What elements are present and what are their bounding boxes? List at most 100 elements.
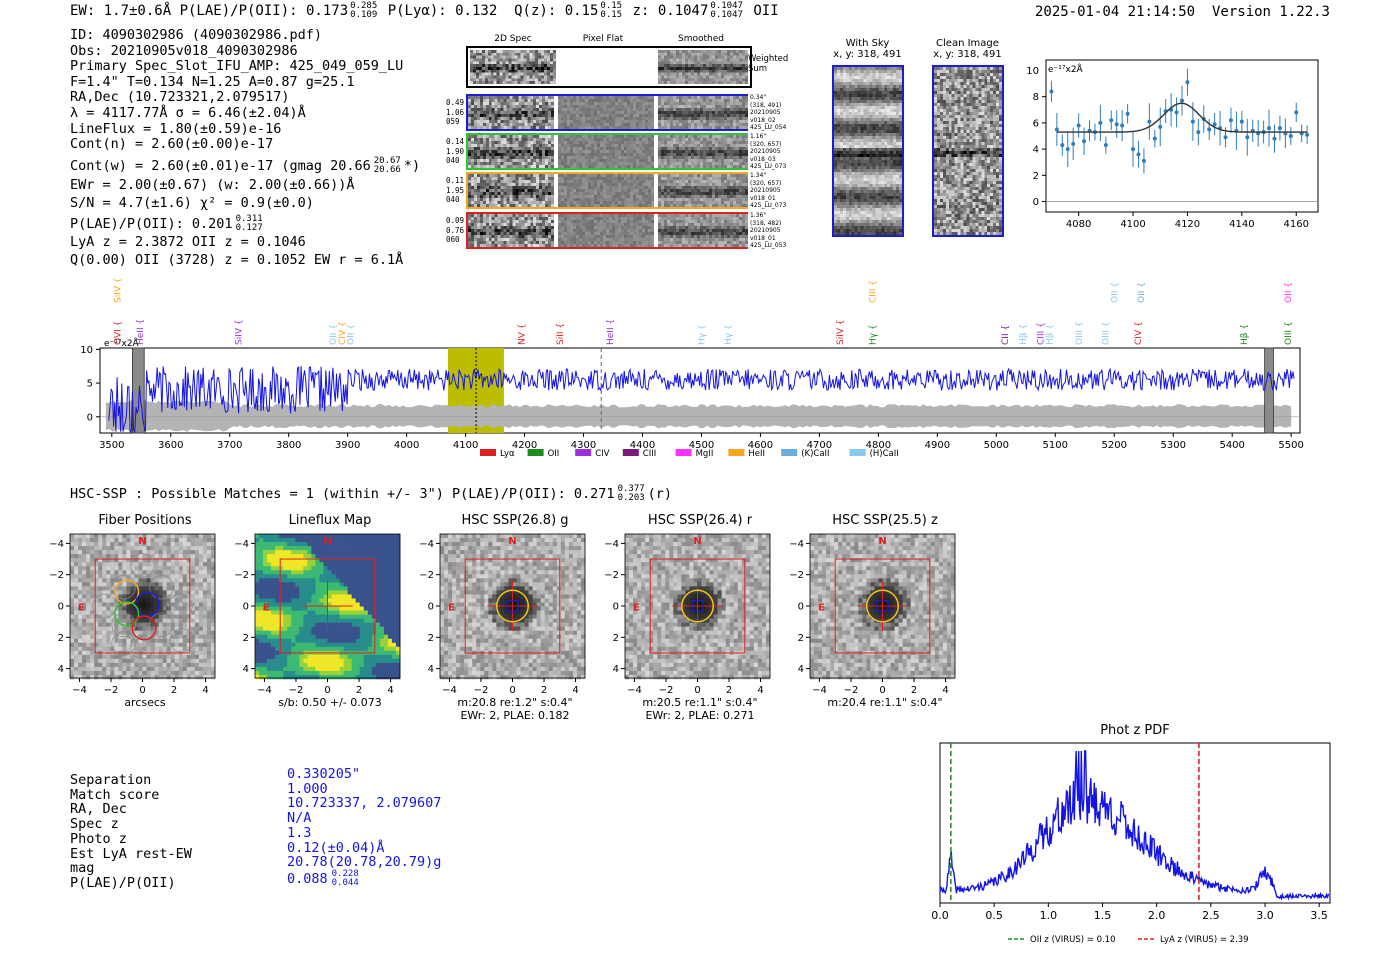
fit-data-point [1147,119,1152,124]
hsc-xtick-label: 0 [509,685,515,696]
spec2d-row-stat: 040 [446,156,460,165]
header-z-sup: 0.1047 [710,1,743,11]
header-summary: EW: 1.7±0.6Å P(LAE)/P(OII): 0.173 0.285 0.… [70,2,779,20]
spec2d-sum-smoothed [658,50,748,84]
fit-data-point [1049,89,1054,94]
fit-data-point [1098,120,1103,125]
hsc-ytick-label: 2 [428,633,434,644]
spec2d-header-raw: 2D Spec [494,34,532,44]
spectrum-line-label: CII { [1001,325,1011,345]
header-plae-sup: 0.285 [350,1,378,11]
hsc-xtick-label: 2 [726,685,732,696]
spec2d-row-stats: 0.11 1.95 040 [446,176,466,205]
fit-data-point [1076,123,1081,128]
spectrum-line-label: OII { [329,324,339,345]
spectrum-legend-label: (H)CaII [870,449,899,459]
spectrum-line-label-top: OII { [1137,282,1147,303]
fit-data-point [1158,124,1163,129]
spectrum-line-label: OII { [347,324,357,345]
spectrum-line-label: HeII { [136,319,146,345]
fiber-circle-highlighted [114,579,140,605]
spec2d-fiber-row [466,94,748,131]
spectrum-unit-label: e⁻¹⁷x2Å [104,337,140,349]
spectrum-legend-label: OII [548,449,560,459]
spec2d-panel: 2D Spec Pixel Flat Smoothed Weighted Sum… [440,32,800,262]
spec2d-row-stats: 0.09 0.76 060 [446,216,466,245]
hsc-ytick-label: −2 [50,570,64,581]
spectrum-xtick-label: 5500 [1278,440,1303,451]
hsc-heading: HSC-SSP : Possible Matches = 1 (within +… [70,485,672,503]
hsc-xtick-label: −4 [257,685,272,696]
spectrum-xtick-label: 4900 [925,440,950,451]
spec2d-row-meta-line: (320, 657) [750,179,782,187]
info-contw-sub: 20.66 [373,164,401,175]
header-plae-sub: 0.109 [350,10,378,20]
fit-ytick-label: 6 [1033,118,1039,129]
hsc-ytick-label: −2 [235,570,249,581]
match-val-mag: 20.78(20.78,20.79)g [287,854,442,871]
photz-legend-label: OII z (VIRUS) = 0.10 [1030,935,1116,945]
fiber-circle [130,553,155,578]
hsc-panel-title: HSC SSP(26.4) r [647,513,753,528]
fit-data-point [1267,126,1272,131]
info-contw-end: *) [403,157,421,174]
spec2d-row-meta-line: 0.34" [750,94,767,101]
hsc-ytick-label: 2 [58,633,64,644]
spectrum-legend-label: HeII [748,449,765,459]
hsc-match-box [691,599,704,613]
spec2d-row-stat: 0.11 [446,176,465,185]
photz-xtick-label: 3.5 [1310,909,1328,922]
spectrum-axes-frame [99,347,1301,434]
fit-data-point [1065,147,1070,152]
hsc-panel-title: HSC SSP(26.8) g [461,513,569,528]
spectrum-line-label: SiIV { [235,319,245,345]
info-line-sn: S/N = 4.7(±1.6) χ² = 0.9(±0.0) [70,195,314,212]
hsc-ytick-label: −4 [605,539,619,550]
spectrum-xtick-label: 5200 [1102,440,1127,451]
fit-data-point [1239,119,1244,124]
hsc-ytick-label: 0 [428,602,434,613]
hsc-ytick-label: −4 [420,539,434,550]
fit-ytick-label: 0 [1033,197,1039,208]
match-key-ew: Est LyA rest-EW [70,845,192,862]
fit-ytick-label: 2 [1033,171,1039,182]
hsc-xtick-label: 0 [879,685,885,696]
fit-unit-label: e⁻¹⁷x2Å [1048,63,1084,75]
cutout-clean-coords: x, y: 318, 491 [933,49,1002,60]
match-keys: Separation Match score RA, Dec Spec z Ph… [70,773,192,891]
spec2d-weighted-sum [466,46,752,88]
hsc-xtick-label: 0 [139,685,145,696]
spectrum-line-label: CIV { [338,321,348,345]
spectrum-ytick-label: 10 [80,345,93,356]
hsc-xtick-label: 4 [757,685,763,696]
hsc-ytick-label: 2 [613,633,619,644]
info-line-params: F=1.4" T=0.134 N=1.25 A=0.87 g=25.1 [70,73,355,90]
spec2d-row-stat: 040 [446,195,460,204]
spec2d-row-meta: 1.36" (318, 482) 20210905 v018_01 425_LU_053 [750,212,800,250]
spec2d-row-meta-line: 20210905 [750,148,781,155]
spec2d-weighted-label: Weighted Sum [748,54,789,74]
match-key-specz: Spec z [70,816,119,833]
full-spectrum-chart: SiIV {CIII {OII {OII {OII {OVI {HeII {Si… [80,277,1304,459]
spec2d-row-stat: 1.90 [446,146,465,156]
fit-data-point [1277,126,1282,131]
spectrum-line-label: Hβ { [1045,324,1055,345]
match-val-separation: 0.330205" [287,766,361,782]
spectrum-xtick-label: 3600 [158,440,183,451]
fit-data-point [1272,136,1277,141]
hsc-panel-title: Lineflux Map [288,513,372,528]
spec2d-row-meta-line: (318, 491) [750,101,782,109]
spectrum-line-label: Hβ { [1240,324,1250,345]
fit-data-point [1071,141,1076,146]
hsc-ytick-label: −4 [790,539,804,550]
hsc-ytick-label: 0 [58,602,64,613]
cutout-clean-title-text: Clean Image [936,38,999,49]
hsc-ytick-label: 0 [613,602,619,613]
photz-legend-label: LyA z (VIRUS) = 2.39 [1160,935,1249,945]
spec2d-row-meta-line: 20210905 [750,227,781,234]
spec2d-row-meta: 0.34" (318, 491) 20210905 v018_02 425_LU_054 [750,94,800,132]
north-label: N [878,536,886,547]
spec2d-row-stat: 1.95 [446,185,465,195]
spec2d-row-meta-line: v018_03 [750,155,776,163]
spectrum-legend-label: MgII [696,449,714,459]
